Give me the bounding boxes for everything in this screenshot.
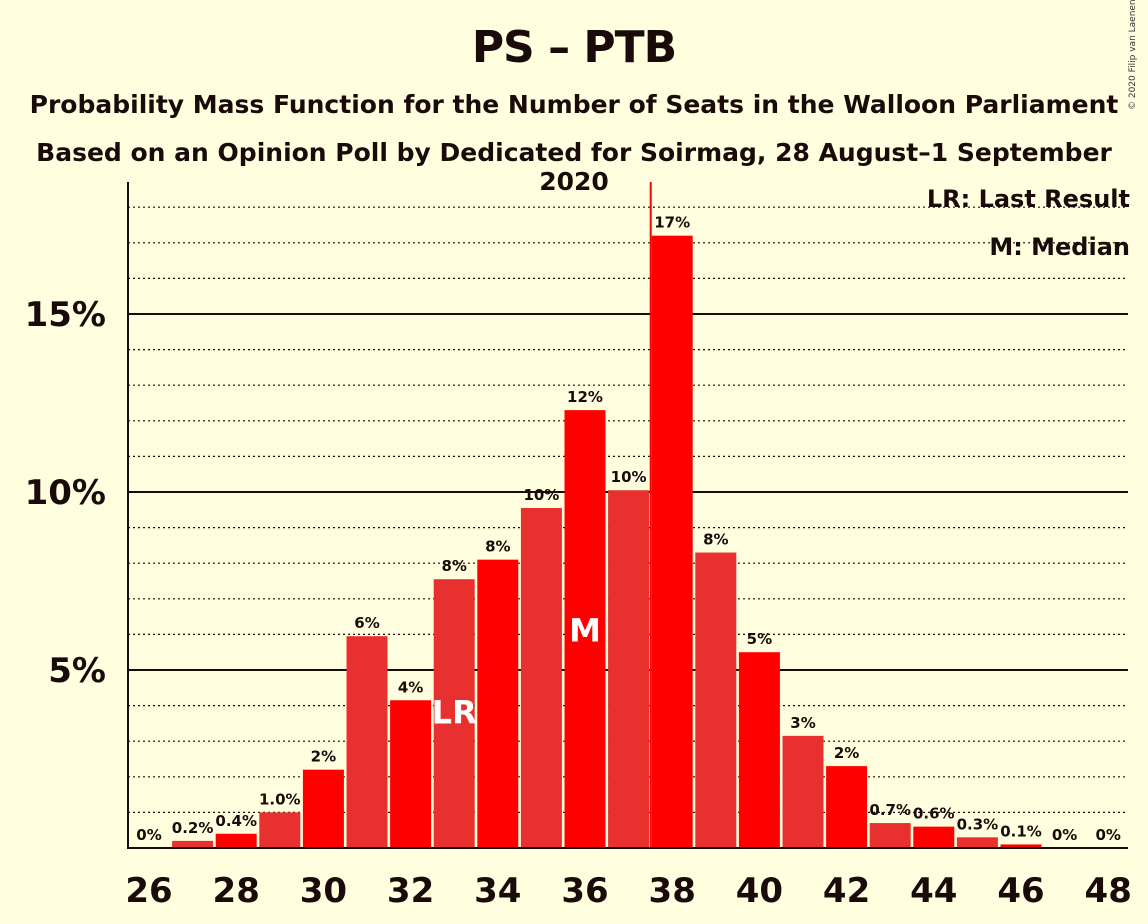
y-tick-label: 10% (25, 473, 106, 513)
data-label-seat-28: 0.4% (215, 812, 257, 830)
bar-seat-46 (1000, 844, 1042, 848)
bars-group (172, 235, 1042, 848)
bar-seat-34 (477, 559, 519, 848)
data-label-seat-29: 1.0% (259, 790, 301, 808)
data-label-seat-47: 0% (1052, 826, 1077, 844)
data-label-seat-43: 0.7% (869, 801, 911, 819)
x-tick-label: 38 (649, 871, 696, 911)
data-label-seat-27: 0.2% (172, 819, 214, 837)
y-tick-label: 5% (48, 651, 106, 691)
data-label-seat-30: 2% (311, 748, 336, 766)
median-marker: M (569, 612, 601, 650)
x-tick-label: 32 (387, 871, 434, 911)
bar-seat-42 (826, 766, 868, 848)
bar-seat-43 (869, 823, 911, 848)
x-tick-label: 44 (910, 871, 957, 911)
bar-seat-37 (608, 490, 650, 848)
axes-group: 5% 10% 15% 26 28 30 32 34 36 38 40 42 44 46 48 (25, 182, 1132, 911)
x-tick-label: 42 (823, 871, 870, 911)
data-label-seat-40: 5% (747, 630, 772, 648)
bar-seat-28 (215, 833, 257, 848)
bar-seat-40 (738, 652, 780, 848)
bar-seat-27 (172, 840, 214, 848)
x-tick-label: 28 (213, 871, 260, 911)
bar-seat-31 (346, 636, 388, 848)
bar-seat-35 (520, 508, 562, 848)
bar-seat-39 (695, 552, 737, 848)
data-label-seat-33: 8% (441, 557, 466, 575)
data-label-seat-32: 4% (398, 678, 423, 696)
chart-subtitle-1: Probability Mass Function for the Number… (29, 90, 1119, 119)
data-label-seat-46: 0.1% (1000, 822, 1042, 840)
data-labels-group: 0% 0.2% 0.4%1.0% 2% 6% 4% 8% LR 8% 10% 12% M 10% 17% 8… (136, 214, 1121, 844)
data-label-seat-44: 0.6% (913, 805, 955, 823)
y-tick-label: 15% (25, 295, 106, 335)
x-tick-label: 34 (474, 871, 521, 911)
bar-seat-32 (390, 700, 432, 848)
bar-seat-45 (956, 837, 998, 848)
data-label-seat-39: 8% (703, 531, 728, 549)
x-tick-label: 46 (997, 871, 1044, 911)
legend-median: M: Median (989, 233, 1130, 261)
last-result-marker: LR (432, 693, 477, 731)
x-tick-label: 26 (125, 871, 172, 911)
bar-seat-36 (564, 410, 606, 848)
bar-seat-29 (259, 812, 301, 848)
x-tick-label: 36 (561, 871, 608, 911)
chart-subtitle-2: Based on an Opinion Poll by Dedicated fo… (36, 138, 1112, 196)
bar-seat-41 (782, 735, 824, 848)
bar-seat-38 (651, 235, 693, 848)
data-label-seat-26: 0% (136, 826, 161, 844)
chart-title: PS – PTB (471, 22, 677, 73)
data-label-seat-35: 10% (523, 486, 559, 504)
data-label-seat-36: 12% (567, 388, 603, 406)
bar-seat-44 (913, 826, 955, 848)
data-label-seat-41: 3% (790, 714, 815, 732)
data-label-seat-34: 8% (485, 538, 510, 556)
legend-last-result: LR: Last Result (926, 185, 1130, 213)
bar-seat-33 (433, 579, 475, 848)
bar-seat-30 (302, 769, 344, 848)
data-label-seat-45: 0.3% (957, 815, 999, 833)
data-label-seat-42: 2% (834, 744, 859, 762)
data-label-seat-38: 17% (654, 214, 690, 232)
data-label-seat-37: 10% (611, 468, 647, 486)
x-tick-label: 40 (736, 871, 783, 911)
data-label-seat-48: 0% (1095, 826, 1120, 844)
x-tick-label: 30 (300, 871, 347, 911)
data-label-seat-31: 6% (354, 614, 379, 632)
x-tick-label: 48 (1085, 871, 1132, 911)
